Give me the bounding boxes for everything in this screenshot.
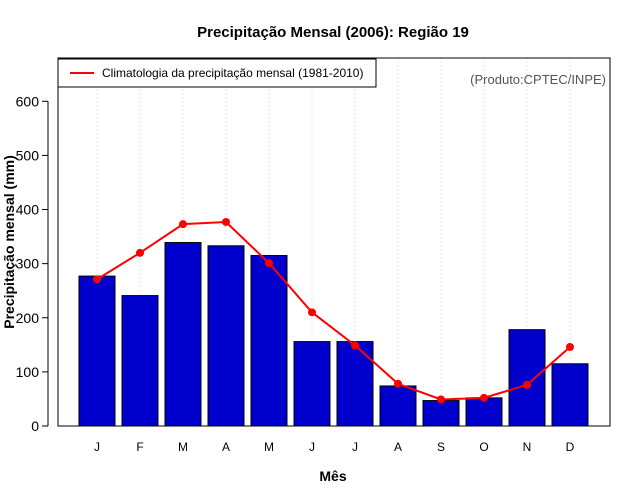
data-point	[566, 342, 574, 351]
data-point	[136, 248, 144, 257]
data-point	[351, 341, 359, 350]
bar	[250, 255, 288, 427]
y-axis: 0 100 200 300 400 500 600	[16, 93, 49, 434]
x-tick-label: M	[264, 440, 274, 454]
bars	[78, 242, 589, 427]
data-point	[523, 380, 531, 389]
bar	[465, 397, 503, 427]
source-annotation: (Produto:CPTEC/INPE)	[470, 72, 606, 87]
legend-box	[57, 58, 377, 88]
plot-frame	[57, 57, 611, 427]
y-tick-label: 200	[16, 310, 40, 326]
x-axis-label: Mês	[319, 468, 346, 484]
data-point	[394, 379, 402, 388]
y-tick-label: 100	[16, 364, 40, 380]
x-tick-label: M	[178, 440, 188, 454]
bar	[121, 295, 159, 427]
data-point	[265, 259, 273, 268]
x-tick-label: J	[94, 440, 100, 454]
bar	[336, 341, 374, 427]
y-tick-label: 0	[31, 418, 39, 434]
bar	[207, 245, 245, 427]
data-point	[179, 220, 187, 229]
x-tick-label: S	[437, 440, 445, 454]
chart-title: Precipitação Mensal (2006): Região 19	[197, 24, 469, 41]
legend: Climatologia da precipitação mensal (198…	[57, 58, 377, 88]
grid-lines	[96, 58, 571, 426]
x-tick-label: J	[352, 440, 358, 454]
data-point	[93, 275, 101, 284]
data-point	[437, 395, 445, 404]
y-tick-label: 400	[16, 202, 40, 218]
bar	[293, 341, 331, 427]
y-axis-label: Precipitação mensal (mm)	[1, 155, 17, 329]
legend-entry-climatology: Climatologia da precipitação mensal (198…	[102, 66, 363, 80]
y-tick-label: 600	[16, 93, 40, 109]
data-point	[480, 393, 488, 402]
bar	[422, 400, 460, 427]
y-tick-label: 500	[16, 147, 40, 163]
x-tick-label: A	[222, 440, 230, 454]
x-tick-label: A	[394, 440, 402, 454]
bar	[78, 275, 116, 427]
climatology-line	[93, 217, 574, 404]
series-line	[96, 220, 571, 401]
bar	[379, 385, 417, 427]
x-tick-label: F	[136, 440, 143, 454]
x-tick-label: N	[523, 440, 532, 454]
bar	[551, 363, 589, 427]
bar	[508, 329, 546, 427]
y-tick-label: 300	[16, 256, 40, 272]
data-point	[308, 308, 316, 317]
data-point	[222, 217, 230, 226]
x-tick-label: O	[479, 440, 488, 454]
bar	[164, 242, 202, 427]
plot-area	[57, 57, 611, 427]
x-tick-label: J	[309, 440, 315, 454]
x-tick-label: D	[566, 440, 575, 454]
